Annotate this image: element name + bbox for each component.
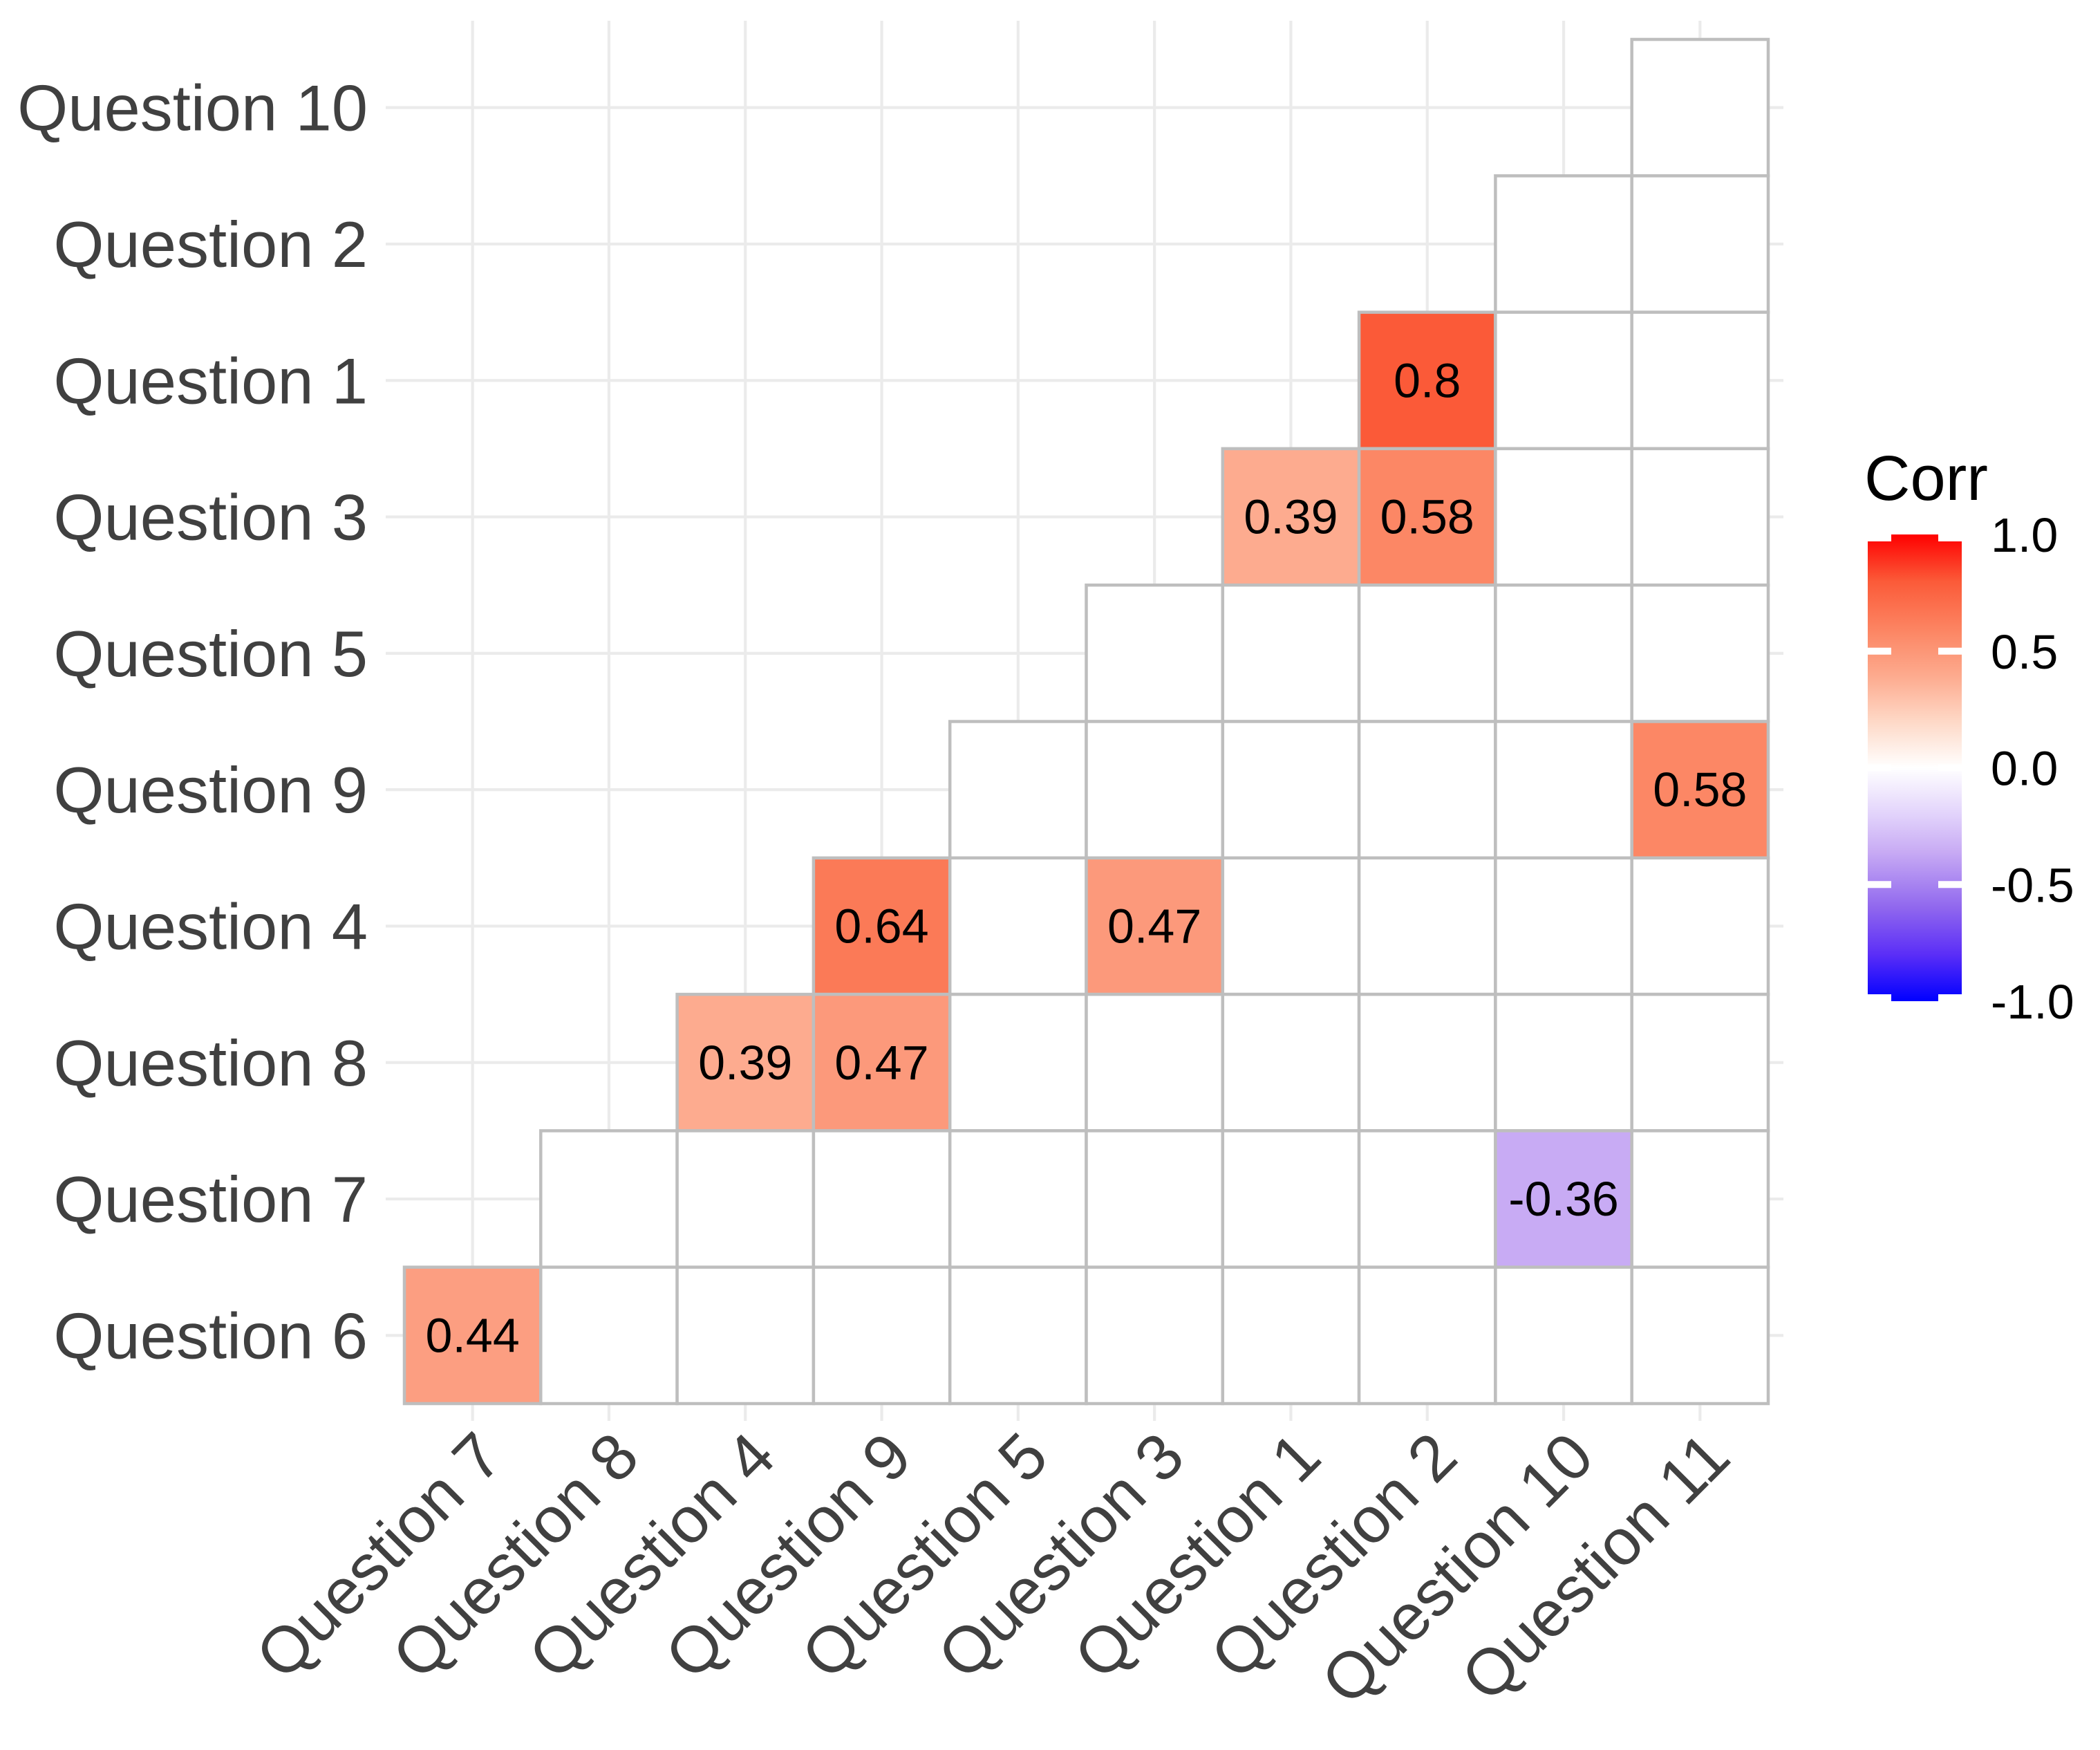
heatmap-cell [1221, 447, 1361, 587]
heatmap-cell [1085, 992, 1225, 1133]
heatmap-cell [812, 1265, 952, 1406]
legend-tick-mark [1868, 881, 1891, 888]
heatmap-cell [1630, 310, 1770, 451]
legend-tick-mark [1938, 994, 1962, 1001]
heatmap-cell [1630, 174, 1770, 314]
cell-value: 0.58 [1380, 490, 1474, 544]
heatmap-cell [1085, 1129, 1225, 1269]
y-axis-label: Question 3 [53, 481, 368, 554]
heatmap-cell [1630, 992, 1770, 1133]
legend-tick-mark [1938, 647, 1962, 655]
heatmap-cell [1630, 447, 1770, 587]
heatmap-cell [948, 856, 1088, 996]
heatmap-cell [1221, 720, 1361, 860]
legend-title: Corr [1864, 443, 1988, 514]
heatmap-cell [1357, 992, 1497, 1133]
heatmap-cell [1494, 856, 1633, 996]
cell-value: -0.36 [1508, 1172, 1619, 1226]
heatmap-cell [1630, 1265, 1770, 1406]
legend-tick-mark [1868, 994, 1891, 1001]
heatmap-cell [1085, 583, 1225, 723]
heatmap-cell [1085, 1265, 1225, 1406]
cell-value: 0.47 [1107, 899, 1201, 953]
y-axis-label: Question 2 [53, 208, 368, 281]
heatmap-cell [1221, 1265, 1361, 1406]
heatmap-cell [812, 992, 952, 1133]
heatmap-cell [1357, 856, 1497, 996]
heatmap-cell [1221, 992, 1361, 1133]
heatmap-cell [1494, 310, 1633, 451]
legend-tick-label: -1.0 [1991, 975, 2074, 1029]
heatmap-cell [1085, 720, 1225, 860]
legend-tick-label: 1.0 [1991, 508, 2058, 562]
heatmap-cell [1494, 992, 1633, 1133]
heatmap-cell [402, 1265, 543, 1406]
legend-tick-mark [1868, 764, 1891, 772]
legend-tick-mark [1938, 534, 1962, 541]
heatmap-cell [1494, 1265, 1633, 1406]
legend-tick-labels: 1.0 0.5 0.0 -0.5 -1.0 [1991, 508, 2074, 1029]
legend-tick-mark [1938, 881, 1962, 888]
legend-tick-mark [1868, 647, 1891, 655]
y-axis-label: Question 1 [53, 344, 368, 417]
cell-value: 0.64 [834, 899, 928, 953]
heatmap-cells [402, 37, 1770, 1406]
heatmap-cell [1221, 856, 1361, 996]
heatmap-cell [1357, 720, 1497, 860]
cell-value: 0.39 [698, 1036, 792, 1090]
legend-tick-label: 0.0 [1991, 742, 2058, 796]
cell-value: 0.47 [834, 1036, 928, 1090]
y-axis-labels: Question 10 Question 2 Question 1 Question … [17, 72, 368, 1372]
y-axis-label: Question 10 [17, 72, 368, 145]
y-axis-label: Question 6 [53, 1299, 368, 1372]
heatmap-cell [1630, 583, 1770, 723]
heatmap-cell [948, 1129, 1088, 1269]
heatmap-cell [675, 1129, 816, 1269]
y-axis-label: Question 9 [53, 754, 368, 826]
heatmap-cell [1494, 720, 1633, 860]
y-axis-label: Question 4 [53, 890, 368, 962]
y-axis-label: Question 8 [53, 1027, 368, 1099]
heatmap-cell [1494, 447, 1633, 587]
heatmap-cell [675, 1265, 816, 1406]
heatmap-cell [948, 720, 1088, 860]
cell-value: 0.39 [1244, 490, 1338, 544]
heatmap-cell [948, 992, 1088, 1133]
legend-tick-mark [1938, 764, 1962, 772]
heatmap-cell [1357, 583, 1497, 723]
heatmap-cell [1630, 37, 1770, 178]
heatmap-cell [1357, 1265, 1497, 1406]
heatmap-cell [812, 1129, 952, 1269]
heatmap-cell [1630, 1129, 1770, 1269]
cell-value: 0.8 [1394, 353, 1461, 407]
heatmap-cell [812, 856, 952, 996]
y-axis-label: Question 5 [53, 617, 368, 690]
cell-value: 0.44 [426, 1308, 520, 1362]
heatmap-cell [1494, 174, 1633, 314]
heatmap-cell [539, 1129, 679, 1269]
heatmap-cell [1630, 856, 1770, 996]
heatmap-cell [1630, 720, 1770, 860]
heatmap-cell [948, 1265, 1088, 1406]
cell-value: 0.58 [1653, 763, 1747, 817]
heatmap-cell [1494, 583, 1633, 723]
heatmap-cell [1085, 856, 1225, 996]
heatmap-cell [539, 1265, 679, 1406]
cell-value-labels: 0.8 0.39 0.58 0.58 0.64 0.47 0.39 0.47 -0.36 0.44 [426, 353, 1747, 1362]
heatmap-cell [1221, 1129, 1361, 1269]
y-axis-label: Question 7 [53, 1163, 368, 1236]
legend-tick-mark [1868, 534, 1891, 541]
legend-tick-label: -0.5 [1991, 858, 2074, 912]
heatmap-cell [1221, 583, 1361, 723]
heatmap-cell [1357, 310, 1497, 451]
legend: Corr [1864, 443, 1988, 1001]
legend-tick-label: 0.5 [1991, 625, 2058, 679]
heatmap-cell [1357, 1129, 1497, 1269]
